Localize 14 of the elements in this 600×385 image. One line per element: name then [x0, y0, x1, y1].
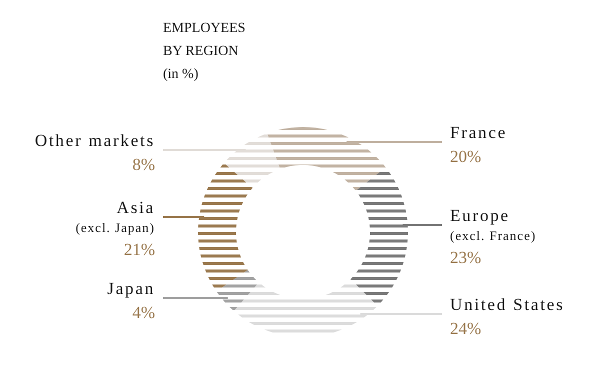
data-label: 24% [450, 319, 482, 338]
slice-label: France [450, 123, 508, 142]
data-label: 21% [124, 240, 155, 259]
data-label: 20% [450, 147, 482, 166]
chart-subtitle: (in %) [163, 67, 199, 82]
data-label: 23% [450, 248, 482, 267]
slice-label: Japan [107, 279, 155, 298]
slice-label: United States [450, 295, 565, 314]
slice-label: Asia (excl. Japan) [76, 198, 155, 235]
data-label: 8% [132, 155, 155, 174]
data-label: 4% [132, 303, 155, 322]
slice-label: Other markets [34, 131, 155, 150]
chart-title: EMPLOYEES BY REGION [163, 21, 246, 59]
slice-label: Europe (excl. France) [450, 206, 536, 243]
